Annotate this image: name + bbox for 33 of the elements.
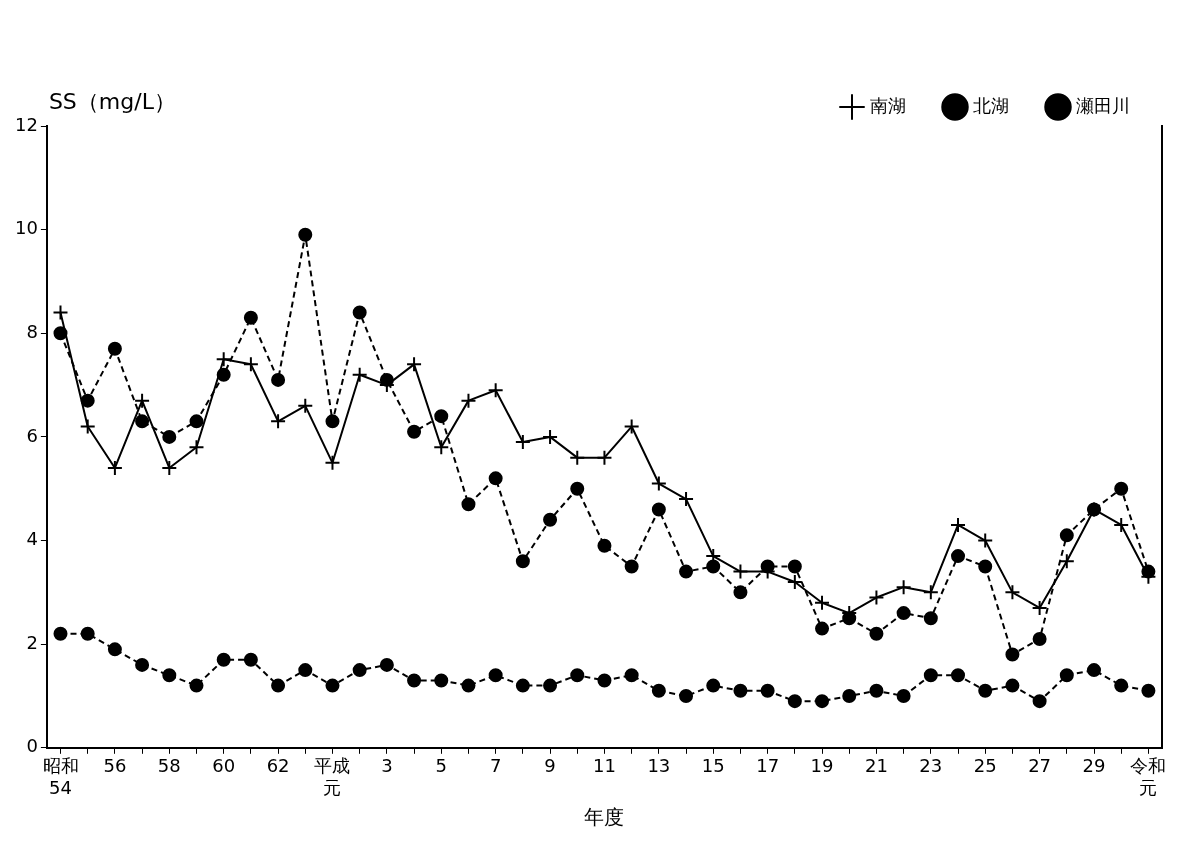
y-tick-label: 8: [26, 320, 38, 342]
x-tick-label: 27: [1028, 755, 1052, 777]
y-tick-label: 0: [26, 735, 38, 757]
x-tick-label: 5: [435, 755, 447, 777]
x-tick-label: 21: [864, 755, 888, 777]
x-tick-label: 平成元: [314, 755, 351, 798]
y-tick-label: 6: [26, 424, 38, 446]
x-tick-label: 昭和54: [42, 755, 79, 798]
x-tick-label: 13: [647, 755, 671, 777]
x-tick-label: 17: [756, 755, 780, 777]
legend-label: 北湖: [973, 94, 1009, 116]
x-tick-label: 7: [489, 755, 502, 777]
y-tick-label: 4: [26, 528, 38, 550]
x-tick-label: 15: [701, 755, 725, 777]
x-tick-label: 29: [1082, 755, 1106, 777]
x-tick-label: 3: [381, 755, 393, 777]
x-tick-label: 62: [266, 755, 290, 777]
y-tick-label: 10: [15, 217, 38, 239]
y-tick-label: 12: [15, 113, 38, 135]
y-tick-label: 2: [26, 631, 38, 653]
legend-label: 瀬田川: [1076, 94, 1130, 116]
x-tick-label: 19: [810, 755, 834, 777]
x-tick-label: 56: [103, 755, 127, 777]
y-axis-title: SS（mg/L）: [48, 88, 176, 114]
x-axis-title: 年度: [584, 805, 625, 830]
x-tick-label: 11: [593, 755, 616, 777]
x-tick-label: 25: [973, 755, 997, 777]
x-tick-label: 60: [212, 755, 236, 777]
x-tick-label: 23: [919, 755, 943, 777]
x-tick-label: 9: [544, 755, 556, 777]
x-tick-label: 令和元: [1130, 755, 1167, 798]
x-tick-label: 58: [157, 755, 181, 777]
legend-label: 南湖: [870, 94, 906, 116]
